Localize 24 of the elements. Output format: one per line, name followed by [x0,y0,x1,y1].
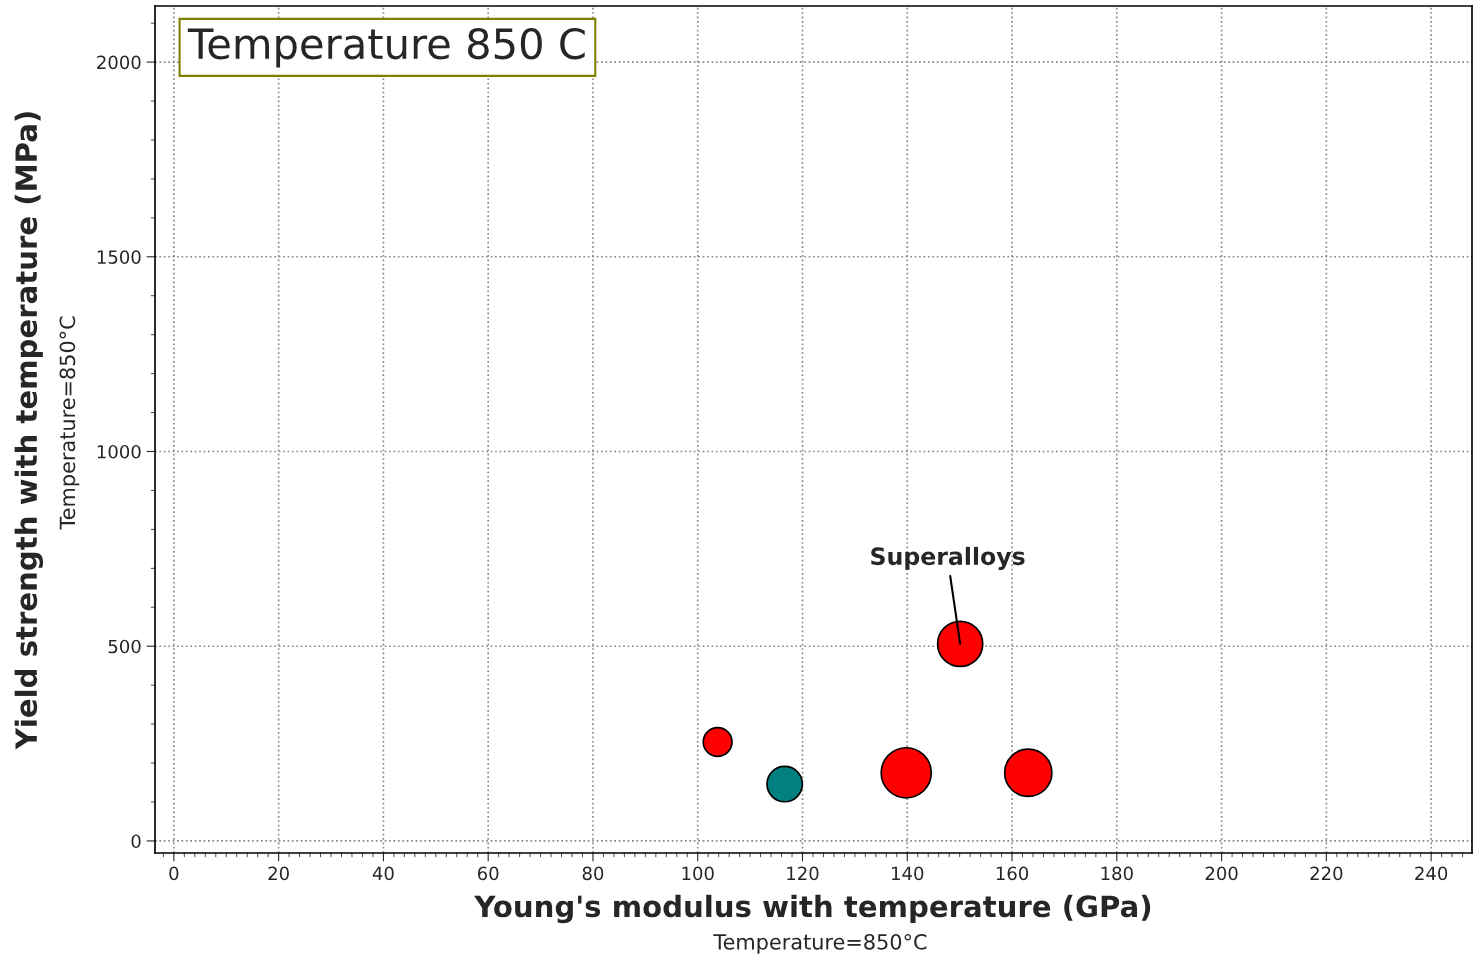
x-tick-label: 40 [372,866,394,881]
annotation: Superalloys [871,546,1025,570]
text: Temperature 850 C [187,27,585,68]
x-tick-label: 220 [1310,866,1343,881]
y-tick-label: 1500 [97,250,141,264]
x-tick-label: 100 [682,866,714,881]
y-tick-label: 2000 [97,55,141,70]
x-tick-label: 140 [892,866,924,881]
y-tick-label: 500 [108,639,141,654]
x-tick-label: 60 [477,866,499,881]
text: Temperature=850°C [713,933,927,954]
x-tick-label: 20 [268,866,289,881]
x-tick-label: 0 [169,866,179,881]
y-tick-label: 0 [131,834,141,849]
y-axis-title: Yield strength with temperature (MPa) [14,112,44,750]
x-tick-label: 80 [582,866,604,881]
text: Temperature=850°C [59,316,80,530]
x-tick-label: 240 [1415,866,1448,881]
y-tick-label: 1000 [97,444,141,459]
x-tick-label: 120 [787,866,819,881]
x-tick-label: 180 [1101,866,1133,881]
x-tick-label: 160 [996,866,1029,881]
x-axis-title: Young's modulus with temperature (GPa) [474,894,1151,924]
x-tick-label: 200 [1205,866,1238,881]
